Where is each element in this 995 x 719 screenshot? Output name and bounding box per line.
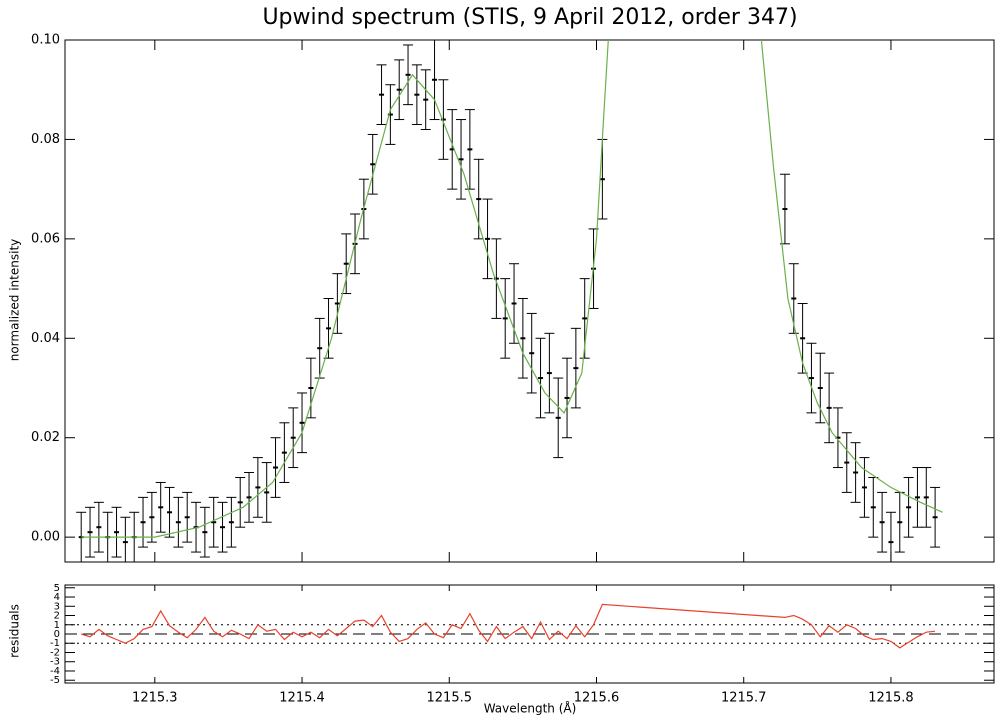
x-axis-label: Wavelength (Å) — [484, 701, 577, 716]
y-tick-label: -3 — [50, 657, 60, 668]
x-tick-label: 1215.5 — [427, 691, 473, 706]
y-tick-label: 0.10 — [31, 33, 60, 48]
y-tick-label: 0.00 — [31, 530, 60, 545]
y-tick-label: 5 — [54, 583, 60, 594]
x-tick-label: 1215.6 — [574, 691, 620, 706]
y-tick-label: -5 — [50, 675, 60, 686]
y-axis-label: residuals — [8, 604, 22, 658]
residual-line — [81, 603, 936, 649]
plot-frame — [64, 584, 995, 684]
y-tick-label: 3 — [54, 601, 60, 612]
fit-line — [81, 40, 943, 538]
y-tick-label: 4 — [54, 592, 60, 603]
y-axis-label: normalized intensity — [8, 239, 22, 362]
y-tick-label: 0 — [54, 629, 60, 640]
chart-title: Upwind spectrum (STIS, 9 April 2012, ord… — [262, 5, 797, 30]
y-tick-label: 1 — [54, 620, 60, 631]
y-tick-label: 2 — [54, 611, 60, 622]
x-tick-label: 1215.3 — [132, 691, 178, 706]
y-tick-label: 0.04 — [31, 331, 60, 346]
y-tick-label: -2 — [50, 647, 60, 658]
y-tick-label: -4 — [50, 666, 60, 677]
x-tick-label: 1215.7 — [721, 691, 767, 706]
y-tick-label: 0.08 — [31, 132, 60, 147]
x-tick-label: 1215.8 — [868, 691, 914, 706]
data-group — [65, 603, 994, 649]
data-group — [76, 40, 943, 562]
plot-frame — [64, 39, 995, 563]
y-tick-label: -1 — [50, 638, 60, 649]
x-tick-label: 1215.4 — [279, 691, 325, 706]
y-tick-label: 0.06 — [31, 231, 60, 246]
y-tick-label: 0.02 — [31, 430, 60, 445]
